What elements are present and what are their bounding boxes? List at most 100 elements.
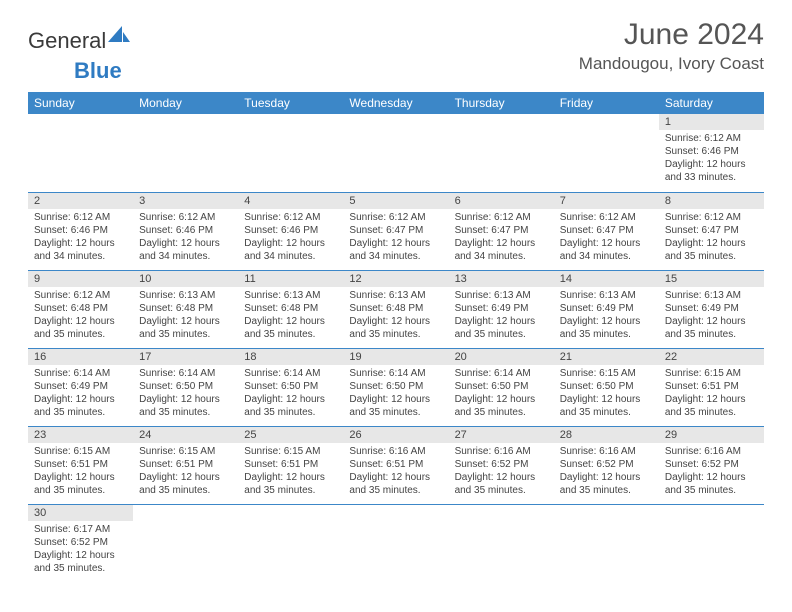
calendar-cell: 18Sunrise: 6:14 AMSunset: 6:50 PMDayligh… <box>238 348 343 426</box>
sunset-text: Sunset: 6:51 PM <box>139 458 232 471</box>
daylight-text: Daylight: 12 hours and 35 minutes. <box>455 315 548 341</box>
day-number: 21 <box>554 349 659 365</box>
sunset-text: Sunset: 6:50 PM <box>139 380 232 393</box>
calendar-row: 16Sunrise: 6:14 AMSunset: 6:49 PMDayligh… <box>28 348 764 426</box>
sunset-text: Sunset: 6:47 PM <box>665 224 758 237</box>
day-content: Sunrise: 6:12 AMSunset: 6:46 PMDaylight:… <box>133 209 238 267</box>
sunset-text: Sunset: 6:48 PM <box>349 302 442 315</box>
weekday-header: Wednesday <box>343 92 448 114</box>
daylight-text: Daylight: 12 hours and 33 minutes. <box>665 158 758 184</box>
sunrise-text: Sunrise: 6:12 AM <box>665 211 758 224</box>
sunset-text: Sunset: 6:52 PM <box>665 458 758 471</box>
calendar-cell: 22Sunrise: 6:15 AMSunset: 6:51 PMDayligh… <box>659 348 764 426</box>
day-content: Sunrise: 6:15 AMSunset: 6:51 PMDaylight:… <box>133 443 238 501</box>
calendar-cell-empty <box>449 504 554 582</box>
day-number: 10 <box>133 271 238 287</box>
day-number: 17 <box>133 349 238 365</box>
day-content: Sunrise: 6:15 AMSunset: 6:51 PMDaylight:… <box>238 443 343 501</box>
day-number: 20 <box>449 349 554 365</box>
sunset-text: Sunset: 6:46 PM <box>34 224 127 237</box>
calendar-cell: 12Sunrise: 6:13 AMSunset: 6:48 PMDayligh… <box>343 270 448 348</box>
sunset-text: Sunset: 6:52 PM <box>34 536 127 549</box>
calendar-table: SundayMondayTuesdayWednesdayThursdayFrid… <box>28 92 764 582</box>
daylight-text: Daylight: 12 hours and 35 minutes. <box>34 549 127 575</box>
day-content: Sunrise: 6:13 AMSunset: 6:49 PMDaylight:… <box>449 287 554 345</box>
daylight-text: Daylight: 12 hours and 35 minutes. <box>560 471 653 497</box>
daylight-text: Daylight: 12 hours and 35 minutes. <box>349 393 442 419</box>
calendar-cell: 16Sunrise: 6:14 AMSunset: 6:49 PMDayligh… <box>28 348 133 426</box>
sunrise-text: Sunrise: 6:12 AM <box>455 211 548 224</box>
weekday-header: Monday <box>133 92 238 114</box>
day-number: 2 <box>28 193 133 209</box>
day-number: 19 <box>343 349 448 365</box>
sunset-text: Sunset: 6:49 PM <box>665 302 758 315</box>
calendar-cell: 29Sunrise: 6:16 AMSunset: 6:52 PMDayligh… <box>659 426 764 504</box>
calendar-page: General June 2024 Mandougou, Ivory Coast… <box>0 0 792 600</box>
daylight-text: Daylight: 12 hours and 35 minutes. <box>244 471 337 497</box>
sunrise-text: Sunrise: 6:12 AM <box>139 211 232 224</box>
daylight-text: Daylight: 12 hours and 35 minutes. <box>349 315 442 341</box>
daylight-text: Daylight: 12 hours and 35 minutes. <box>665 237 758 263</box>
day-content: Sunrise: 6:14 AMSunset: 6:50 PMDaylight:… <box>133 365 238 423</box>
daylight-text: Daylight: 12 hours and 34 minutes. <box>244 237 337 263</box>
day-number: 24 <box>133 427 238 443</box>
calendar-cell: 1Sunrise: 6:12 AMSunset: 6:46 PMDaylight… <box>659 114 764 192</box>
sunrise-text: Sunrise: 6:15 AM <box>665 367 758 380</box>
calendar-row: 30Sunrise: 6:17 AMSunset: 6:52 PMDayligh… <box>28 504 764 582</box>
day-number: 9 <box>28 271 133 287</box>
daylight-text: Daylight: 12 hours and 35 minutes. <box>349 471 442 497</box>
sunset-text: Sunset: 6:51 PM <box>349 458 442 471</box>
day-content: Sunrise: 6:15 AMSunset: 6:51 PMDaylight:… <box>28 443 133 501</box>
sunrise-text: Sunrise: 6:13 AM <box>139 289 232 302</box>
day-content: Sunrise: 6:12 AMSunset: 6:47 PMDaylight:… <box>659 209 764 267</box>
weekday-row: SundayMondayTuesdayWednesdayThursdayFrid… <box>28 92 764 114</box>
day-number: 5 <box>343 193 448 209</box>
day-number: 1 <box>659 114 764 130</box>
day-content: Sunrise: 6:16 AMSunset: 6:51 PMDaylight:… <box>343 443 448 501</box>
location: Mandougou, Ivory Coast <box>579 54 764 74</box>
day-number: 26 <box>343 427 448 443</box>
sunset-text: Sunset: 6:49 PM <box>560 302 653 315</box>
calendar-cell-empty <box>343 504 448 582</box>
day-content: Sunrise: 6:14 AMSunset: 6:50 PMDaylight:… <box>449 365 554 423</box>
weekday-header: Tuesday <box>238 92 343 114</box>
day-number: 6 <box>449 193 554 209</box>
calendar-cell: 27Sunrise: 6:16 AMSunset: 6:52 PMDayligh… <box>449 426 554 504</box>
sunrise-text: Sunrise: 6:13 AM <box>349 289 442 302</box>
calendar-cell: 3Sunrise: 6:12 AMSunset: 6:46 PMDaylight… <box>133 192 238 270</box>
calendar-cell: 28Sunrise: 6:16 AMSunset: 6:52 PMDayligh… <box>554 426 659 504</box>
sunset-text: Sunset: 6:48 PM <box>139 302 232 315</box>
day-number: 28 <box>554 427 659 443</box>
day-number: 27 <box>449 427 554 443</box>
calendar-cell-empty <box>238 504 343 582</box>
day-content: Sunrise: 6:16 AMSunset: 6:52 PMDaylight:… <box>659 443 764 501</box>
sunset-text: Sunset: 6:49 PM <box>34 380 127 393</box>
day-content: Sunrise: 6:13 AMSunset: 6:49 PMDaylight:… <box>659 287 764 345</box>
sunrise-text: Sunrise: 6:15 AM <box>244 445 337 458</box>
daylight-text: Daylight: 12 hours and 34 minutes. <box>349 237 442 263</box>
sunset-text: Sunset: 6:46 PM <box>139 224 232 237</box>
sunrise-text: Sunrise: 6:16 AM <box>455 445 548 458</box>
daylight-text: Daylight: 12 hours and 35 minutes. <box>560 315 653 341</box>
sunrise-text: Sunrise: 6:14 AM <box>139 367 232 380</box>
daylight-text: Daylight: 12 hours and 35 minutes. <box>665 393 758 419</box>
calendar-cell: 20Sunrise: 6:14 AMSunset: 6:50 PMDayligh… <box>449 348 554 426</box>
day-content: Sunrise: 6:13 AMSunset: 6:48 PMDaylight:… <box>133 287 238 345</box>
sunrise-text: Sunrise: 6:14 AM <box>34 367 127 380</box>
day-content: Sunrise: 6:12 AMSunset: 6:47 PMDaylight:… <box>343 209 448 267</box>
sunrise-text: Sunrise: 6:15 AM <box>560 367 653 380</box>
sunset-text: Sunset: 6:51 PM <box>244 458 337 471</box>
daylight-text: Daylight: 12 hours and 35 minutes. <box>34 315 127 341</box>
weekday-header: Saturday <box>659 92 764 114</box>
day-number: 30 <box>28 505 133 521</box>
day-content: Sunrise: 6:15 AMSunset: 6:51 PMDaylight:… <box>659 365 764 423</box>
day-content: Sunrise: 6:12 AMSunset: 6:47 PMDaylight:… <box>449 209 554 267</box>
calendar-cell: 25Sunrise: 6:15 AMSunset: 6:51 PMDayligh… <box>238 426 343 504</box>
calendar-cell: 7Sunrise: 6:12 AMSunset: 6:47 PMDaylight… <box>554 192 659 270</box>
sunset-text: Sunset: 6:47 PM <box>349 224 442 237</box>
day-number: 14 <box>554 271 659 287</box>
sunrise-text: Sunrise: 6:15 AM <box>34 445 127 458</box>
daylight-text: Daylight: 12 hours and 35 minutes. <box>139 393 232 419</box>
sunrise-text: Sunrise: 6:12 AM <box>349 211 442 224</box>
day-content: Sunrise: 6:14 AMSunset: 6:50 PMDaylight:… <box>238 365 343 423</box>
